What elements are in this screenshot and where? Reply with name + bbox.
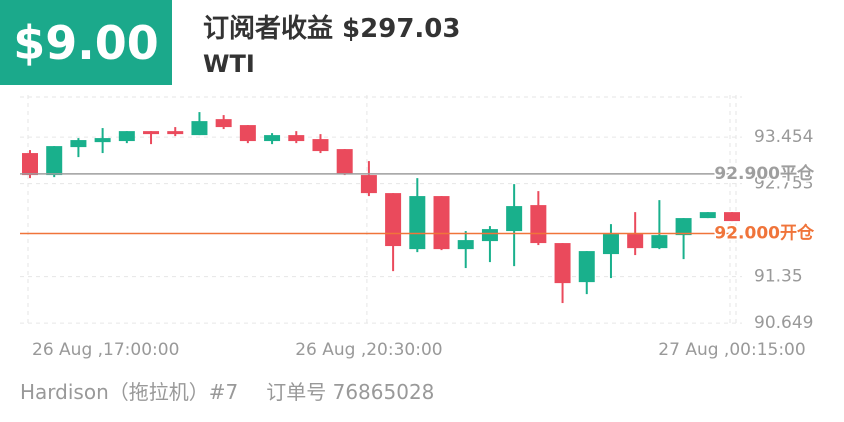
candle-body	[481, 229, 498, 242]
order-number: 订单号 76865028	[266, 380, 435, 404]
x-tick-label: 26 Aug ,17:00:00	[32, 340, 179, 360]
candle-body	[215, 119, 232, 128]
candle-body	[94, 138, 111, 143]
candle-body	[506, 206, 523, 232]
candle-body	[167, 131, 184, 135]
profit-badge: $9.00	[0, 0, 172, 85]
symbol: WTI	[203, 50, 255, 78]
candle-body	[409, 196, 426, 250]
candle-body	[433, 196, 450, 250]
candle-body	[385, 193, 402, 247]
candle-body	[312, 139, 329, 152]
candle-body	[699, 212, 716, 219]
price-line-label: 92.900平仓	[714, 163, 815, 184]
candle-body	[578, 251, 595, 283]
title: 订阅者收益 $297.03	[203, 14, 461, 44]
candle-body	[264, 135, 281, 142]
candle-body	[724, 212, 740, 222]
candle-body	[143, 131, 160, 135]
candle-body	[336, 149, 353, 175]
y-tick-label: 93.454	[754, 127, 813, 147]
y-tick-label: 92.753	[754, 174, 813, 194]
candle-body	[627, 234, 644, 249]
y-tick-label: 90.649	[754, 313, 813, 333]
candle-body	[530, 205, 547, 244]
candle-body	[22, 153, 38, 176]
candle-body	[457, 240, 474, 250]
candle-body	[651, 235, 668, 249]
candle-body	[602, 234, 619, 255]
candle-body	[118, 131, 135, 142]
candle-body	[46, 146, 63, 176]
x-tick-label: 26 Aug ,20:30:00	[295, 340, 442, 360]
candle-body	[239, 125, 256, 142]
candle-body	[554, 243, 571, 284]
trader: Hardison（拖拉机）#7	[20, 380, 239, 404]
y-tick-label: 91.35	[754, 267, 803, 287]
candle-body	[70, 140, 87, 148]
candle-body	[288, 135, 305, 142]
candle-body	[360, 175, 377, 194]
candle-body	[191, 121, 208, 136]
footer: Hardison（拖拉机）#7 订单号 76865028	[20, 376, 462, 405]
price-line-label: 92.000开仓	[714, 223, 815, 244]
candle-body	[675, 218, 692, 236]
x-tick-label: 27 Aug ,00:15:00	[658, 340, 805, 360]
